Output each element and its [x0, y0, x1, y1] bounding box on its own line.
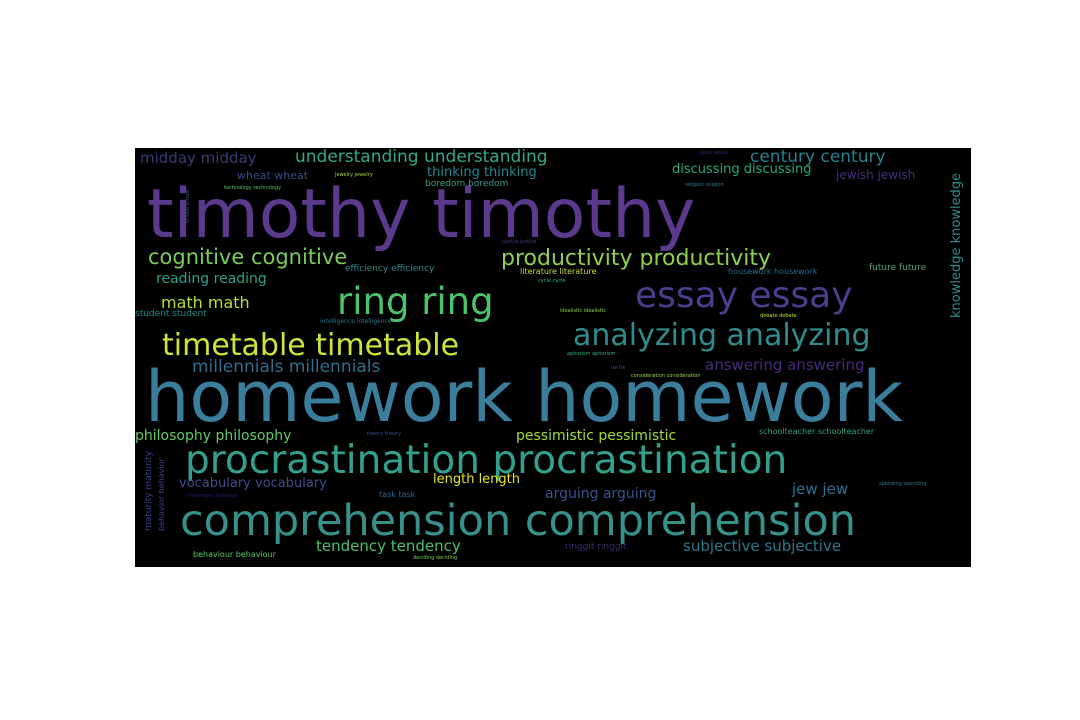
word: jewish jewish	[836, 168, 916, 182]
word: millennials millennials	[192, 357, 381, 377]
word: efficiency efficiency	[345, 264, 435, 274]
word: timothy timothy	[147, 175, 696, 254]
word: productivity productivity	[501, 246, 772, 271]
word: wheat wheat	[237, 169, 309, 182]
word: philosophy philosophy	[135, 428, 292, 444]
word: justice justice	[502, 239, 537, 245]
word: understanding understanding	[295, 148, 548, 167]
word: cycle cycle	[538, 278, 566, 284]
word: religion religion	[685, 182, 724, 188]
word: math math	[161, 293, 250, 312]
word: vocabulary vocabulary	[179, 476, 327, 491]
word: reading reading	[156, 271, 267, 287]
word: arguing arguing	[545, 486, 657, 502]
word: tendency tendency	[316, 537, 461, 555]
word: comprehension comprehension	[180, 496, 857, 546]
word: housework housework	[728, 267, 818, 276]
word: deciding deciding	[413, 555, 458, 561]
word: century century	[750, 148, 886, 167]
word: answering answering	[705, 356, 865, 374]
word: essay essay	[635, 275, 853, 316]
word: discussing discussing	[672, 162, 812, 177]
word: task task	[379, 490, 416, 499]
word: student student	[135, 309, 207, 319]
word: tie tie	[611, 365, 626, 371]
word: future future	[869, 263, 927, 273]
word: technology technology	[224, 185, 282, 191]
word: schoolteacher schoolteacher	[759, 427, 875, 436]
word: knowledge knowledge	[949, 172, 964, 318]
word: jesus jesus	[700, 150, 728, 156]
word: analyzing analyzing	[573, 318, 871, 353]
word: theory theory	[367, 431, 402, 437]
word-cloud: timothy timothy homework homework compre…	[135, 148, 971, 567]
word: pessimistic pessimistic	[516, 428, 677, 444]
word: midday midday	[140, 149, 257, 167]
word: timetable timetable	[162, 328, 460, 363]
word: procrastination procrastination	[185, 438, 788, 483]
word: aphorism aphorism	[567, 351, 616, 357]
word: length length	[433, 472, 521, 487]
word: jew jew	[792, 480, 849, 498]
word: thinking thinking	[427, 165, 537, 180]
word: intelligence intelligence	[320, 318, 392, 325]
word: debate debate	[760, 313, 797, 319]
word: maturity maturity	[144, 450, 154, 531]
word: idealistic idealistic	[560, 308, 606, 314]
word: boredom boredom	[425, 179, 509, 189]
word: homework homework	[145, 356, 903, 438]
word: behavior behavior	[157, 458, 166, 531]
word: literature literature	[520, 267, 597, 276]
word: subjective subjective	[683, 537, 842, 555]
word: jewelry jewelry	[335, 172, 373, 178]
word: ring ring	[337, 280, 494, 323]
word: cognitive cognitive	[148, 245, 348, 269]
word: spending spending	[879, 481, 927, 487]
word: ringgit ringgit	[565, 542, 627, 552]
word: consideration consideration	[631, 373, 701, 379]
word: school school	[185, 189, 191, 223]
word: challenge challenge	[187, 493, 238, 499]
word: behaviour behaviour	[193, 550, 276, 559]
